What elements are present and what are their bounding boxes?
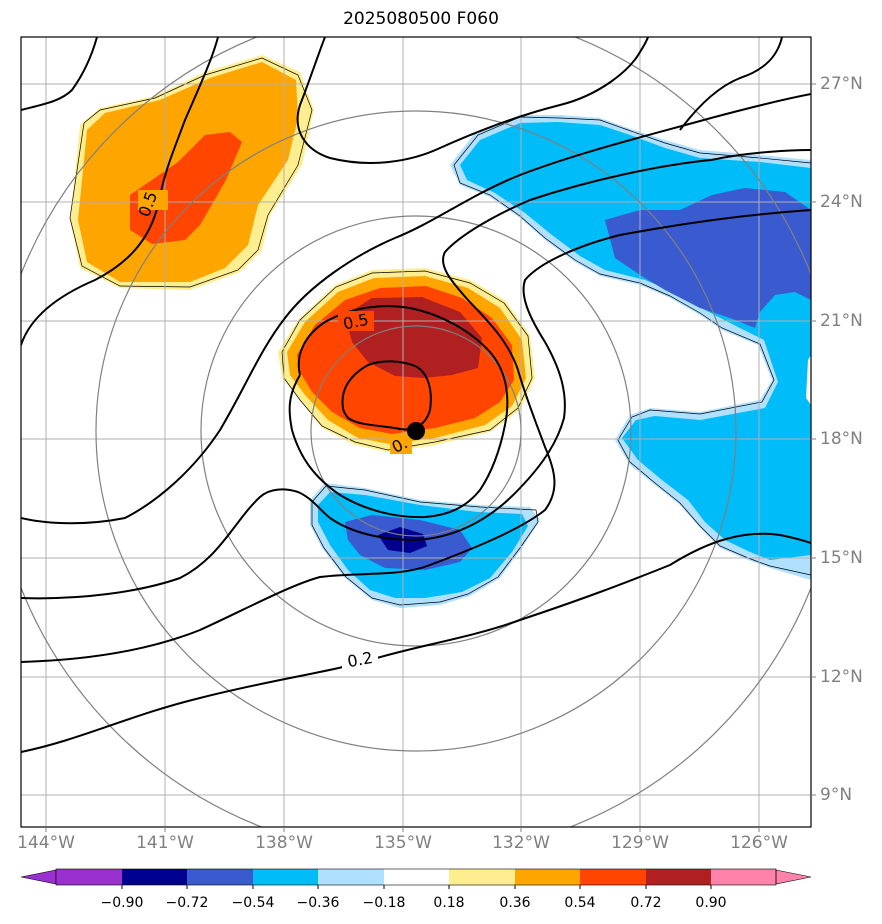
lat-label-27n: 27°N — [820, 74, 863, 94]
lon-label-141w: 141°W — [136, 833, 194, 853]
colorbar-bin-1 — [122, 869, 187, 885]
colorbar-label-1: −0.72 — [165, 895, 209, 911]
colorbar-label-0: −0.90 — [100, 895, 144, 911]
anomaly-east-pocket — [806, 355, 811, 405]
colorbar-min-extension — [20, 869, 57, 885]
anomaly-nw-red — [130, 132, 242, 244]
lon-label-126w: 126°W — [730, 833, 788, 853]
colorbar-bin-0 — [56, 869, 122, 885]
colorbar — [20, 868, 812, 889]
lon-label-138w: 138°W — [255, 833, 313, 853]
colorbar-bin-9 — [646, 869, 711, 885]
colorbar-label-5: 0.18 — [433, 895, 465, 911]
lon-label-144w: 144°W — [17, 833, 75, 853]
shaded-field — [70, 55, 811, 608]
range-rings — [21, 37, 811, 827]
colorbar-label-7: 0.54 — [564, 895, 596, 911]
colorbar-label-3: −0.36 — [296, 895, 340, 911]
colorbar-label-8: 0.72 — [630, 895, 662, 911]
colorbar-bin-3 — [253, 869, 318, 885]
contour-label-south: 0.2 — [346, 648, 374, 671]
colorbar-label-4: −0.18 — [362, 895, 406, 911]
contour-labels: 0.5 0.5 0. 0.2 — [135, 189, 412, 671]
map-plot-area: 0.5 0.5 0. 0.2 — [21, 37, 811, 827]
line-contours — [21, 37, 811, 753]
map-title: 2025080500 F060 — [343, 9, 499, 29]
lon-label-129w: 129°W — [611, 833, 669, 853]
axis-ticks — [45, 83, 816, 832]
colorbar-label-6: 0.36 — [499, 895, 531, 911]
lat-label-9n: 9°N — [820, 785, 853, 805]
colorbar-label-2: −0.54 — [231, 895, 275, 911]
colorbar-ticks — [121, 885, 712, 889]
colorbar-bin-5 — [384, 869, 449, 885]
map-frame — [20, 36, 812, 828]
contour-label-inner: 0. — [389, 433, 411, 457]
colorbar-bin-6 — [449, 869, 515, 885]
lat-label-15n: 15°N — [820, 548, 863, 568]
contour-label-center: 0.5 — [341, 310, 370, 334]
lat-label-21n: 21°N — [820, 311, 863, 331]
lon-label-132w: 132°W — [492, 833, 550, 853]
colorbar-bin-4 — [318, 869, 384, 885]
lat-label-12n: 12°N — [820, 667, 863, 687]
colorbar-bin-8 — [580, 869, 646, 885]
lat-label-24n: 24°N — [820, 192, 863, 212]
colorbar-max-extension — [775, 869, 812, 885]
lon-label-135w: 135°W — [374, 833, 432, 853]
colorbar-label-9: 0.90 — [695, 895, 727, 911]
colorbar-frame — [55, 868, 777, 886]
anomaly-center-dark — [345, 297, 482, 378]
colorbar-bin-7 — [515, 869, 580, 885]
colorbar-bin-2 — [187, 869, 253, 885]
colorbar-bin-10 — [711, 869, 776, 885]
storm-center-marker — [407, 422, 425, 440]
lat-label-18n: 18°N — [820, 429, 863, 449]
